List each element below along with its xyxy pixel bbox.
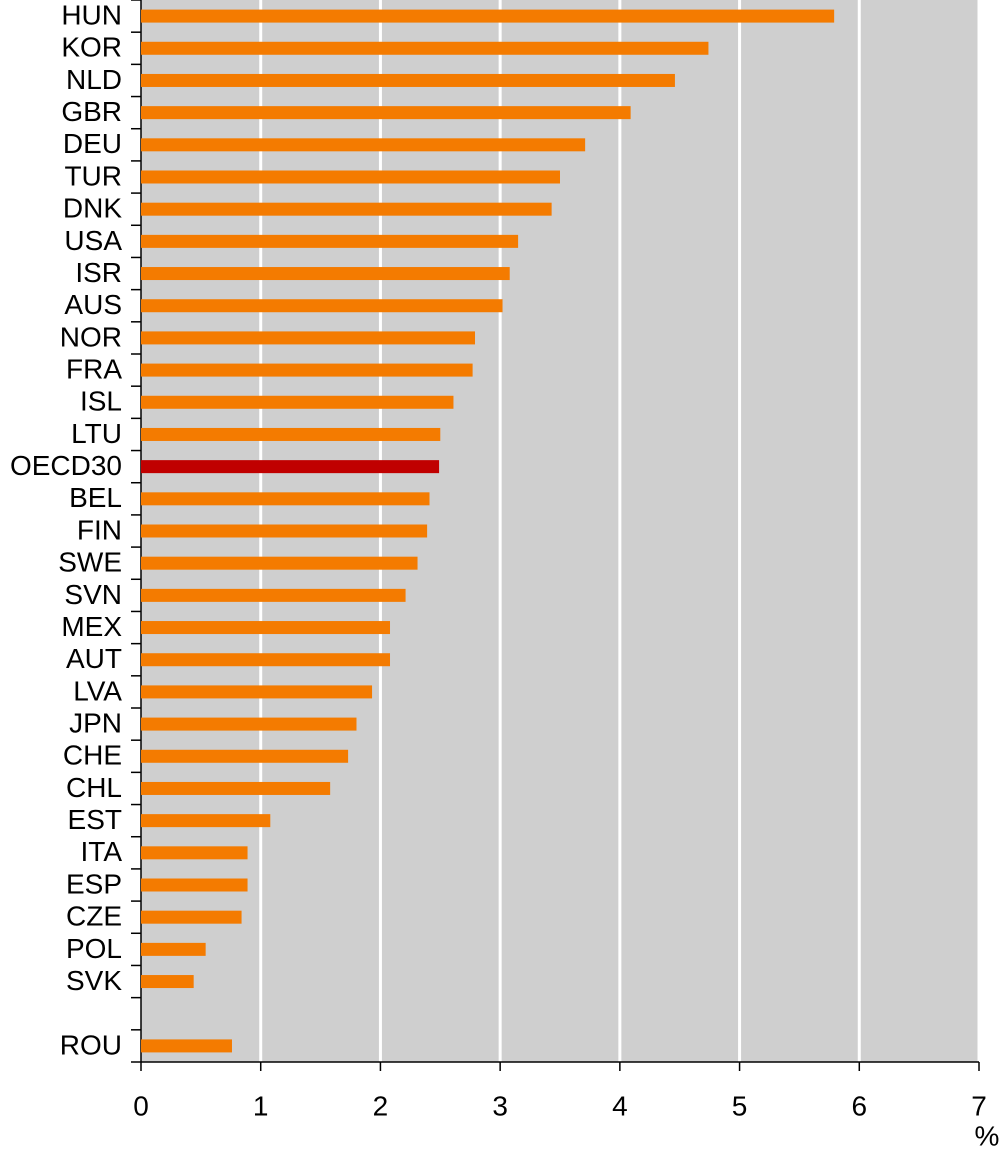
bar xyxy=(141,524,428,538)
y-tick-label: CHE xyxy=(63,740,122,771)
x-tick-label: 6 xyxy=(851,1090,867,1121)
y-tick-label: GBR xyxy=(61,96,122,127)
bar xyxy=(141,846,248,860)
y-tick-label: LTU xyxy=(71,418,122,449)
bar xyxy=(141,170,560,184)
bar xyxy=(141,556,418,570)
bar xyxy=(141,653,391,667)
bar xyxy=(141,910,242,924)
x-axis-label: % xyxy=(975,1120,1000,1151)
y-tick-label: ESP xyxy=(66,868,122,899)
bar xyxy=(141,202,552,216)
y-tick-label: ISR xyxy=(75,257,122,288)
bar xyxy=(141,41,709,55)
y-tick-label: AUT xyxy=(66,643,122,674)
y-tick-label: NOR xyxy=(60,321,122,352)
bar xyxy=(141,363,473,377)
bar xyxy=(141,9,835,23)
y-tick-label: USA xyxy=(64,225,122,256)
y-tick-label: ROU xyxy=(60,1029,122,1060)
bar xyxy=(141,621,391,635)
bar xyxy=(141,1039,232,1053)
y-tick-label: BEL xyxy=(69,482,122,513)
y-tick-label: ISL xyxy=(80,386,122,417)
bar xyxy=(141,975,194,989)
y-tick-label: AUS xyxy=(64,289,122,320)
y-tick-label: ITA xyxy=(81,836,123,867)
bar xyxy=(141,717,357,731)
x-tick-label: 0 xyxy=(133,1090,149,1121)
y-tick-label: EST xyxy=(68,804,122,835)
y-tick-label: KOR xyxy=(61,32,122,63)
y-tick-label: LVA xyxy=(73,675,122,706)
x-tick-label: 2 xyxy=(373,1090,389,1121)
y-tick-label: DEU xyxy=(63,128,122,159)
bar xyxy=(141,73,675,87)
y-tick-label: POL xyxy=(66,933,122,964)
y-tick-label: JPN xyxy=(69,707,122,738)
bar xyxy=(141,492,430,506)
y-tick-label: MEX xyxy=(61,611,122,642)
bar xyxy=(141,781,331,795)
bar xyxy=(141,331,476,345)
bar xyxy=(141,588,406,602)
bar xyxy=(141,138,586,152)
y-tick-label: CZE xyxy=(66,901,122,932)
y-tick-label: SVN xyxy=(64,579,122,610)
bar xyxy=(141,749,349,763)
x-tick-label: 3 xyxy=(492,1090,508,1121)
y-tick-label: NLD xyxy=(66,64,122,95)
bar xyxy=(141,106,631,120)
x-tick-label: 4 xyxy=(612,1090,628,1121)
y-tick-label: FIN xyxy=(77,514,122,545)
y-tick-label: FRA xyxy=(66,353,122,384)
bar xyxy=(141,685,373,699)
bar xyxy=(141,395,454,409)
bar xyxy=(141,460,440,474)
bar xyxy=(141,299,503,313)
bar xyxy=(141,942,206,956)
y-tick-label: CHL xyxy=(66,772,122,803)
x-tick-label: 5 xyxy=(732,1090,748,1121)
y-tick-label: DNK xyxy=(63,193,122,224)
y-tick-label: OECD30 xyxy=(10,450,122,481)
x-tick-label: 7 xyxy=(971,1090,987,1121)
bar xyxy=(141,814,271,828)
x-tick-label: 1 xyxy=(253,1090,269,1121)
bar xyxy=(141,427,441,441)
y-tick-label: HUN xyxy=(61,0,122,30)
bar xyxy=(141,878,248,892)
y-tick-label: TUR xyxy=(64,160,122,191)
y-tick-label: SWE xyxy=(58,547,122,578)
bar xyxy=(141,234,519,248)
bar xyxy=(141,267,510,281)
y-tick-label: SVK xyxy=(66,965,122,996)
